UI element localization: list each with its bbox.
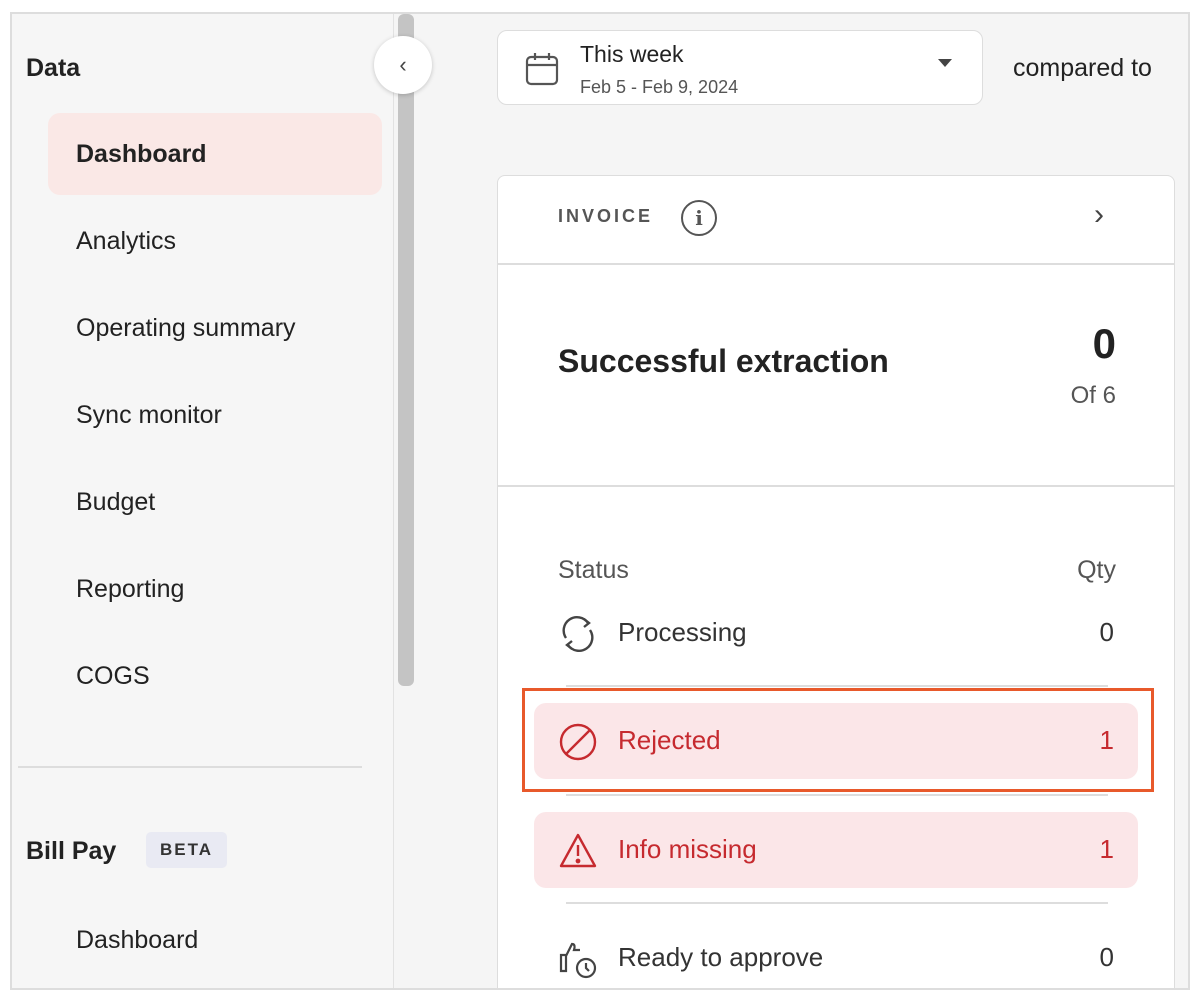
collapse-sidebar-button[interactable]: ‹ xyxy=(374,36,432,94)
date-range-value: Feb 5 - Feb 9, 2024 xyxy=(580,77,739,97)
caret-down-icon xyxy=(938,59,952,67)
section-data-heading: Data xyxy=(26,54,81,82)
info-icon[interactable]: i xyxy=(681,200,717,236)
sidebar-scrollbar[interactable] xyxy=(398,14,414,686)
sidebar-item-budget[interactable]: Budget xyxy=(76,488,156,516)
sidebar-item-cogs[interactable]: COGS xyxy=(76,662,150,690)
calendar-icon xyxy=(525,53,559,86)
compared-to-label: compared to xyxy=(1013,54,1152,82)
section-billpay-heading: Bill Pay xyxy=(26,837,117,865)
highlight-box xyxy=(522,688,1154,792)
status-row-ready-to-approve[interactable]: Ready to approve 0 xyxy=(534,920,1138,988)
sidebar-item-reporting[interactable]: Reporting xyxy=(76,575,185,603)
summary-section: Successful extraction 0 Of 6 xyxy=(498,265,1174,487)
summary-total: Of 6 xyxy=(1070,382,1116,409)
summary-value: 0 xyxy=(1092,320,1116,367)
ban-icon xyxy=(559,723,597,761)
sidebar-item-billpay-dashboard[interactable]: Dashboard xyxy=(76,926,199,954)
beta-badge: BETA xyxy=(146,832,228,868)
sidebar-item-analytics[interactable]: Analytics xyxy=(76,227,177,255)
date-range-picker[interactable]: This week Feb 5 - Feb 9, 2024 xyxy=(497,30,983,105)
app-frame: Data Dashboard Analytics Operating summa… xyxy=(10,12,1190,990)
status-label: Processing xyxy=(618,617,747,647)
thumbs-up-clock-icon xyxy=(559,942,597,979)
status-qty: 1 xyxy=(1099,725,1114,755)
status-column-header: Status xyxy=(558,556,629,584)
refresh-icon xyxy=(562,616,594,652)
summary-label: Successful extraction xyxy=(558,343,889,379)
status-row-processing[interactable]: Processing 0 xyxy=(534,595,1138,671)
status-qty: 1 xyxy=(1099,834,1114,864)
status-label: Ready to approve xyxy=(618,942,824,972)
chevron-right-icon[interactable]: › xyxy=(1094,198,1104,231)
chevron-left-icon: ‹ xyxy=(399,52,407,77)
row-divider xyxy=(566,794,1108,796)
status-qty: 0 xyxy=(1099,617,1114,647)
row-divider xyxy=(566,902,1108,904)
qty-column-header: Qty xyxy=(1077,556,1116,584)
row-divider xyxy=(566,685,1108,687)
card-title: INVOICE xyxy=(558,206,654,226)
sidebar: Data Dashboard Analytics Operating summa… xyxy=(12,14,394,988)
invoice-card: INVOICE i › Successful extraction 0 Of 6… xyxy=(497,175,1175,988)
card-header[interactable]: INVOICE i › xyxy=(498,176,1174,265)
sidebar-divider xyxy=(18,766,362,768)
status-label: Info missing xyxy=(618,834,757,864)
status-row-rejected[interactable]: Rejected 1 xyxy=(534,703,1138,779)
date-range-label: This week xyxy=(580,41,684,67)
sidebar-item-sync-monitor[interactable]: Sync monitor xyxy=(76,401,222,429)
status-label: Rejected xyxy=(618,725,721,755)
sidebar-item-dashboard[interactable]: Dashboard xyxy=(48,113,382,195)
warning-icon xyxy=(559,833,597,868)
status-row-info-missing[interactable]: Info missing 1 xyxy=(534,812,1138,888)
sidebar-item-operating-summary[interactable]: Operating summary xyxy=(76,314,296,342)
status-qty: 0 xyxy=(1099,942,1114,972)
